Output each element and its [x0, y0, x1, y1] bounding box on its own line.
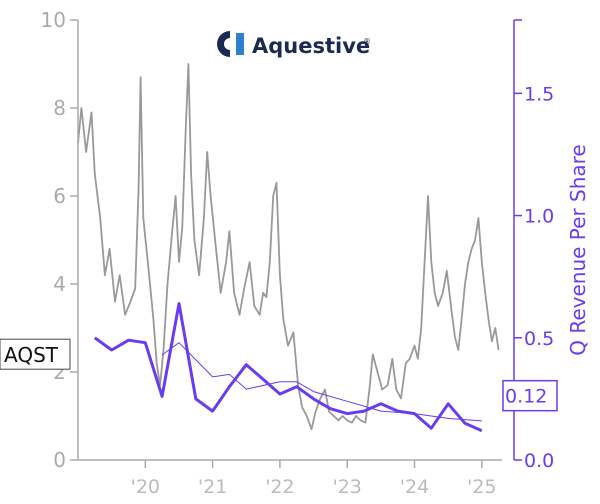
ticker-label: AQST: [4, 343, 59, 367]
ticker-label-box: [0, 338, 71, 370]
last-value-box: [502, 379, 558, 412]
left-tick-label: 8: [53, 96, 66, 120]
logo-mark-icon: [217, 31, 230, 57]
left-tick-label: 0: [53, 448, 66, 472]
right-tick-label: 0.5: [524, 328, 554, 350]
logo-text: Aquestive: [252, 34, 370, 58]
right-axis-label: Q Revenue Per Share: [566, 144, 590, 356]
left-tick-label: 6: [53, 184, 66, 208]
x-tick-label: '23: [333, 476, 362, 498]
left-tick-label: 10: [41, 8, 66, 32]
right-tick-label: 0.0: [524, 450, 554, 472]
right-tick-label: 1.0: [524, 206, 554, 228]
x-tick-label: '25: [467, 476, 496, 498]
registered-mark-icon: ®: [363, 37, 371, 46]
series-line-1: [93, 302, 483, 433]
right-tick-label: 1.5: [524, 83, 554, 105]
x-tick-label: '20: [131, 476, 160, 498]
last-value-label: 0.12: [505, 386, 547, 408]
series-line-2: [161, 342, 482, 422]
x-tick-label: '24: [400, 476, 429, 498]
x-tick-label: '21: [198, 476, 227, 498]
series-line-0: [77, 63, 500, 431]
x-tick-label: '22: [265, 476, 294, 498]
left-tick-label: 4: [53, 272, 66, 296]
logo-mark-accent-icon: [236, 33, 244, 55]
company-logo: Aquestive ®: [217, 31, 371, 58]
